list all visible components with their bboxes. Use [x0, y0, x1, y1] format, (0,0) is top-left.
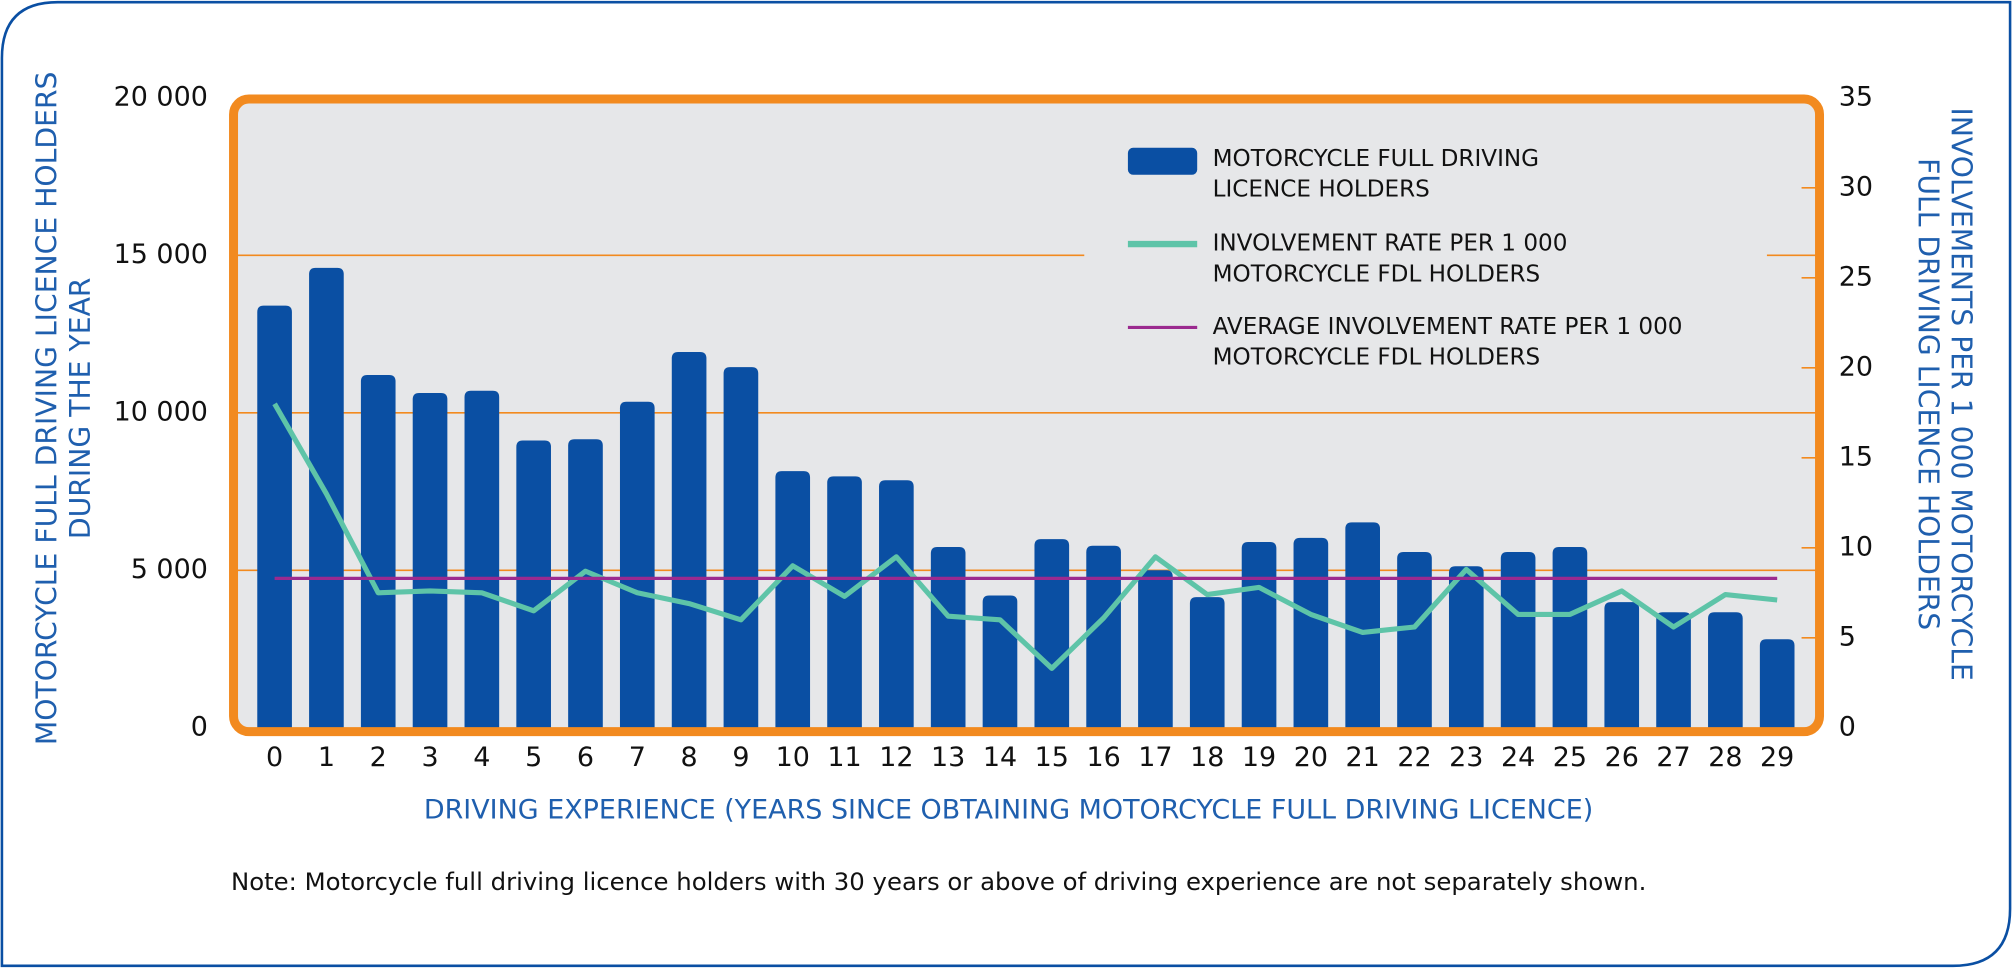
legend-backdrop [1084, 246, 1767, 268]
x-tick-label: 0 [266, 742, 283, 773]
bar [1086, 545, 1121, 728]
y-tick-label: 10 000 [114, 396, 208, 427]
x-tick-label: 1 [318, 742, 335, 773]
x-tick-label: 15 [1035, 742, 1069, 773]
x-tick-label: 16 [1086, 742, 1120, 773]
bar [982, 595, 1018, 728]
legend-entry-box: INVOLVEMENT RATE PER 1 000 MOTORCYCLE FD… [1212, 229, 1568, 288]
x-tick-label: 27 [1656, 742, 1690, 773]
bar [412, 392, 448, 728]
x-tick-label: 10 [776, 742, 810, 773]
bar [619, 401, 655, 728]
bar [1189, 597, 1225, 728]
legend-entry-box: AVERAGE INVOLVEMENT RATE PER 1 000 MOTOR… [1212, 313, 1683, 372]
x-axis-label: DRIVING EXPERIENCE (YEARS SINCE OBTAININ… [424, 795, 1593, 826]
x-tick-label: 4 [473, 742, 490, 773]
bar [879, 480, 914, 728]
y-axis-label-box: MOTORCYCLE FULL DRIVING LICENCE HOLDERS … [32, 71, 98, 746]
x-tick-label: 6 [577, 742, 594, 773]
y2-axis-label-box: INVOLVEMENTS PER 1 000 MOTORCYCLE FULL D… [1910, 107, 1977, 681]
x-tick-label: 19 [1242, 742, 1276, 773]
bar [1345, 522, 1380, 728]
legend-entry-box: MOTORCYCLE FULL DRIVING LICENCE HOLDERS [1212, 145, 1540, 203]
x-tick-label: 22 [1397, 742, 1431, 773]
bar [1552, 546, 1588, 728]
y2-tick-label: 20 [1839, 351, 1873, 382]
bar [1241, 541, 1277, 728]
x-tick-label: 18 [1190, 742, 1224, 773]
plot [233, 186, 1820, 728]
bar [257, 305, 292, 728]
x-tick-label: 26 [1605, 742, 1639, 773]
bar [1293, 537, 1329, 728]
x-tick-label: 21 [1346, 742, 1380, 773]
bar [1656, 612, 1691, 728]
bar [360, 374, 396, 728]
x-tick-label: 7 [629, 742, 646, 773]
bar [827, 476, 862, 728]
x-tick-label: 25 [1553, 742, 1587, 773]
bar [1034, 539, 1070, 728]
note: Note: Motorcycle full driving licence ho… [231, 867, 1646, 896]
x-tick-label: 5 [525, 742, 542, 773]
bar [1708, 612, 1743, 728]
y2-tick-label: 30 [1839, 171, 1873, 202]
bar [1500, 552, 1536, 728]
y2-tick-label: 0 [1839, 711, 1856, 742]
x-tick-label: 24 [1501, 742, 1535, 773]
y2-tick-label: 10 [1839, 531, 1873, 562]
legend-swatch [1127, 147, 1198, 175]
bar [1397, 552, 1432, 728]
x-tick-label: 11 [827, 742, 861, 773]
x-tick-label: 2 [370, 742, 387, 773]
x-tick-label: 12 [879, 742, 913, 773]
bar [568, 439, 603, 728]
bar [1604, 602, 1640, 728]
bar [930, 546, 966, 728]
y2-tick-label: 15 [1839, 441, 1873, 472]
y2-tick-label: 5 [1839, 621, 1856, 652]
bar [516, 440, 551, 728]
legend-label: MOTORCYCLE FULL DRIVING LICENCE HOLDERS [1212, 145, 1540, 203]
bar [671, 351, 707, 728]
y-axis-label: MOTORCYCLE FULL DRIVING LICENCE HOLDERS … [32, 71, 98, 746]
y-tick-label: 5 000 [131, 554, 208, 585]
y-tick-label: 0 [191, 711, 208, 742]
x-tick-label: 20 [1294, 742, 1328, 773]
x-tick-label: 29 [1760, 742, 1794, 773]
plot-frame [229, 94, 1825, 737]
line [272, 402, 1778, 671]
x-tick-label: 9 [732, 742, 749, 773]
y2-tick-label: 25 [1839, 261, 1873, 292]
y-tick-label: 15 000 [114, 239, 208, 270]
bar [1448, 566, 1484, 728]
bar [1759, 639, 1795, 728]
y2-tick-label: 35 [1839, 81, 1873, 112]
legend-label: INVOLVEMENT RATE PER 1 000 MOTORCYCLE FD… [1212, 229, 1568, 288]
legend-label: AVERAGE INVOLVEMENT RATE PER 1 000 MOTOR… [1212, 313, 1683, 372]
bar [775, 471, 811, 728]
x-tick-label: 17 [1138, 742, 1172, 773]
y2-axis-label: INVOLVEMENTS PER 1 000 MOTORCYCLE FULL D… [1910, 107, 1977, 681]
x-tick-label: 23 [1449, 742, 1483, 773]
bar [1138, 570, 1173, 728]
y-tick-label: 20 000 [114, 81, 208, 112]
x-tick-label: 3 [421, 742, 438, 773]
x-tick-label: 8 [681, 742, 698, 773]
bar [464, 390, 500, 728]
bar [723, 367, 759, 728]
x-tick-label: 13 [931, 742, 965, 773]
x-tick-label: 28 [1708, 742, 1742, 773]
x-tick-label: 14 [983, 742, 1017, 773]
